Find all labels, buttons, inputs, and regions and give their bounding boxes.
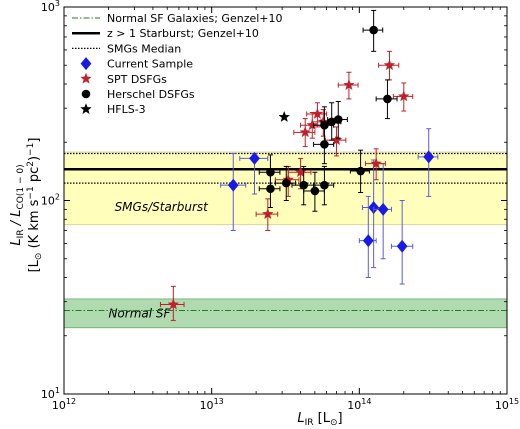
point-1-3 bbox=[294, 166, 307, 178]
y-tick-label-0: 101 bbox=[41, 386, 60, 401]
legend-label-4: SPT DSFGs bbox=[107, 73, 167, 86]
y-tick-label-2: 103 bbox=[41, 0, 60, 14]
series-1 bbox=[159, 50, 414, 321]
y-axis-label: LIR / LCO(1 − 0) [L⊙ (K km s−1 pc2)−1] bbox=[9, 138, 44, 273]
band-label-0: SMGs/Starburst bbox=[115, 200, 210, 214]
point-2-5 bbox=[320, 180, 329, 190]
legend-label-2: SMGs Median bbox=[107, 42, 181, 55]
x-tick-label-2: 1014 bbox=[347, 397, 371, 412]
x-axis-label: LIR [L⊙] bbox=[297, 411, 342, 428]
point-0-5 bbox=[396, 239, 408, 253]
point-3-0 bbox=[278, 110, 291, 122]
legend-label-5: Herschel DSFGs bbox=[107, 88, 195, 101]
legend-swatch-6 bbox=[80, 103, 92, 115]
point-0-1 bbox=[249, 151, 260, 165]
point-0-6 bbox=[423, 150, 435, 164]
point-2-12 bbox=[383, 94, 392, 104]
point-1-9 bbox=[343, 78, 355, 90]
point-0-3 bbox=[377, 202, 389, 216]
x-tick-label-3: 1015 bbox=[495, 397, 519, 412]
point-0-4 bbox=[362, 234, 374, 248]
band-label-1: Normal SF bbox=[108, 307, 171, 321]
legend-swatch-5 bbox=[81, 89, 91, 99]
point-2-3 bbox=[299, 180, 308, 190]
point-2-2 bbox=[281, 178, 291, 188]
point-2-11 bbox=[369, 25, 378, 35]
point-1-6 bbox=[311, 107, 324, 119]
legend-swatch-3 bbox=[80, 57, 92, 71]
y-tick-label-1: 102 bbox=[41, 193, 60, 208]
legend-label-3: Current Sample bbox=[107, 58, 193, 71]
x-tick-label-1: 1013 bbox=[200, 397, 224, 412]
point-2-1 bbox=[266, 184, 275, 194]
legend: Normal SF Galaxies; Genzel+10 z > 1 Starb… bbox=[72, 12, 283, 116]
series-0 bbox=[220, 128, 439, 285]
ticks-layer: 1012 1013 1014 1015 101 102 103 bbox=[41, 0, 519, 412]
points-layer bbox=[159, 9, 439, 321]
point-1-5 bbox=[306, 119, 319, 131]
point-1-0 bbox=[167, 298, 180, 310]
y-axis-label-line1: LIR / LCO(1 − 0) bbox=[9, 164, 26, 245]
x-tick-label-0: 1012 bbox=[52, 397, 76, 412]
point-0-0 bbox=[227, 178, 239, 192]
point-1-11 bbox=[383, 59, 396, 71]
point-1-4 bbox=[299, 126, 311, 138]
y-axis-label-line2: [L⊙ (K km s−1 pc2)−1] bbox=[26, 138, 44, 273]
point-2-9 bbox=[333, 115, 343, 124]
series-2 bbox=[258, 9, 398, 212]
point-1-1 bbox=[262, 208, 274, 220]
legend-label-6: HFLS-3 bbox=[107, 103, 146, 116]
legend-swatch-4 bbox=[80, 72, 92, 84]
point-2-10 bbox=[356, 166, 365, 176]
band-0 bbox=[63, 151, 508, 226]
legend-label-0: Normal SF Galaxies; Genzel+10 bbox=[107, 12, 283, 25]
point-2-4 bbox=[310, 186, 320, 196]
series-3 bbox=[278, 110, 291, 122]
point-2-8 bbox=[320, 120, 329, 130]
point-1-10 bbox=[370, 157, 382, 169]
reference-lines-layer bbox=[64, 152, 507, 312]
point-1-12 bbox=[398, 90, 410, 102]
legend-label-1: z > 1 Starburst; Genzel+10 bbox=[107, 27, 259, 40]
